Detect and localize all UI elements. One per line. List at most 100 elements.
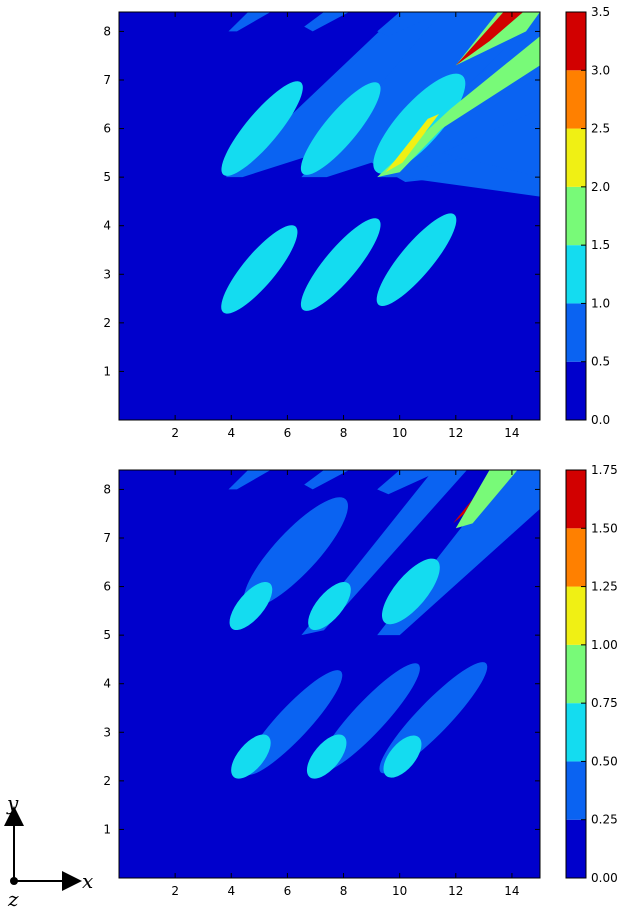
ytick-label-5: 5 bbox=[103, 628, 111, 642]
ytick-label-1: 1 bbox=[103, 364, 111, 378]
region-band-top-1 bbox=[228, 12, 271, 32]
colorbar-bottom-label-5: 1.25 bbox=[591, 580, 618, 594]
region-core-mid-1 bbox=[229, 581, 273, 631]
xtick-label-14: 14 bbox=[504, 884, 519, 898]
colorbar-bottom-segment-2 bbox=[566, 703, 586, 762]
xtick-label-12: 12 bbox=[448, 884, 463, 898]
colorbar-top-label-4: 2.0 bbox=[591, 180, 610, 194]
ytick-label-3: 3 bbox=[103, 725, 111, 739]
ytick-label-7: 7 bbox=[103, 531, 111, 545]
y-axis-glyph: y bbox=[6, 791, 19, 815]
region-band-top-2 bbox=[304, 470, 350, 490]
xtick-label-12: 12 bbox=[448, 426, 463, 440]
xtick-label-8: 8 bbox=[340, 884, 348, 898]
plot-bottom-xaxis: 2 4 6 8 10 12 14 bbox=[171, 470, 520, 898]
colorbar-bottom-label-7: 1.75 bbox=[591, 463, 618, 477]
region-wake-core-3 bbox=[455, 12, 540, 66]
colorbar-bottom-label-1: 0.25 bbox=[591, 813, 618, 827]
region-low-ellipse-2 bbox=[300, 218, 381, 311]
region-core-low-1 bbox=[231, 734, 271, 779]
region-core-low-3 bbox=[383, 735, 422, 778]
ytick-label-2: 2 bbox=[103, 774, 111, 788]
ytick-label-1: 1 bbox=[103, 822, 111, 836]
colorbar-top-label-1: 0.5 bbox=[591, 355, 610, 369]
colorbar-top-segment-1 bbox=[566, 303, 586, 362]
ytick-label-3: 3 bbox=[103, 267, 111, 281]
origin-dot bbox=[10, 877, 18, 885]
colorbar-top-label-7: 3.5 bbox=[591, 5, 610, 19]
xtick-label-6: 6 bbox=[284, 426, 292, 440]
plot-top-frame bbox=[118, 11, 541, 421]
colorbar-bottom-frame bbox=[565, 469, 587, 879]
xtick-label-14: 14 bbox=[504, 426, 519, 440]
region-mid-ellipse-2 bbox=[300, 82, 381, 175]
region-low-ellipse-1 bbox=[221, 225, 298, 314]
xtick-label-8: 8 bbox=[340, 426, 348, 440]
colorbar-top-label-5: 2.5 bbox=[591, 122, 610, 136]
xtick-label-10: 10 bbox=[392, 426, 407, 440]
colorbar-bottom-label-4: 1.00 bbox=[591, 638, 618, 652]
region-core-mid-3 bbox=[381, 558, 440, 625]
ytick-label-4: 4 bbox=[103, 677, 111, 691]
colorbar-top: 0.0 0.5 1.0 1.5 2.0 2.5 3.0 3.5 bbox=[565, 5, 610, 427]
colorbar-top-segment-2 bbox=[566, 245, 586, 304]
colorbar-bottom-label-6: 1.50 bbox=[591, 521, 618, 535]
region-hot-core bbox=[453, 499, 473, 524]
plot-top-yaxis: 1 2 3 4 5 6 7 8 bbox=[103, 24, 540, 378]
colorbar-top-segment-4 bbox=[566, 128, 586, 187]
colorbar-top-label-0: 0.0 bbox=[591, 413, 610, 427]
ytick-label-6: 6 bbox=[103, 580, 111, 594]
xtick-label-4: 4 bbox=[227, 884, 235, 898]
region-mid-ellipse-3 bbox=[373, 73, 466, 174]
ytick-label-6: 6 bbox=[103, 122, 111, 136]
region-band-top-2 bbox=[304, 12, 350, 32]
z-axis-glyph: z bbox=[7, 887, 19, 911]
colorbar-top-label-2: 1.0 bbox=[591, 296, 610, 310]
ytick-label-4: 4 bbox=[103, 219, 111, 233]
xtick-label-2: 2 bbox=[171, 884, 179, 898]
colorbar-top-frame bbox=[565, 11, 587, 421]
plot-bottom-area bbox=[119, 470, 540, 878]
x-axis-glyph: x bbox=[82, 869, 93, 893]
colorbar-top-label-3: 1.5 bbox=[591, 238, 610, 252]
axes-indicator: y x z bbox=[4, 791, 93, 911]
plot-bottom-frame bbox=[118, 469, 541, 879]
plot-bottom-yaxis: 1 2 3 4 5 6 7 8 bbox=[103, 482, 540, 836]
plot-top-xaxis: 2 4 6 8 10 12 14 bbox=[171, 12, 520, 440]
colorbar-bottom-label-2: 0.50 bbox=[591, 754, 618, 768]
region-hot-core bbox=[455, 12, 524, 66]
xtick-label-6: 6 bbox=[284, 884, 292, 898]
colorbar-top-label-6: 3.0 bbox=[591, 63, 610, 77]
ytick-label-8: 8 bbox=[103, 24, 111, 38]
colorbar-top-segment-3 bbox=[566, 186, 586, 246]
region-band-top-1 bbox=[228, 470, 271, 490]
colorbar-bottom-label-3: 0.75 bbox=[591, 696, 618, 710]
colorbar-bottom-segment-6 bbox=[566, 470, 586, 529]
colorbar-bottom: 0.00 0.25 0.50 0.75 1.00 1.25 1.50 1.75 bbox=[565, 463, 618, 885]
colorbar-bottom-label-0: 0.00 bbox=[591, 871, 618, 885]
region-band-mid-1 bbox=[243, 497, 348, 608]
colorbar-top-segment-0 bbox=[566, 361, 586, 420]
region-wake-core-2 bbox=[385, 114, 439, 173]
colorbar-top-segment-6 bbox=[566, 12, 586, 71]
xtick-label-2: 2 bbox=[171, 426, 179, 440]
colorbar-bottom-segment-3 bbox=[566, 644, 586, 704]
plot-top-area bbox=[119, 12, 540, 420]
xtick-label-4: 4 bbox=[227, 426, 235, 440]
colorbar-bottom-segment-5 bbox=[566, 528, 586, 587]
colorbar-bottom-segment-1 bbox=[566, 761, 586, 820]
colorbar-bottom-segment-0 bbox=[566, 819, 586, 878]
region-core-mid-2 bbox=[308, 581, 351, 631]
ytick-label-7: 7 bbox=[103, 73, 111, 87]
region-mid-ellipse-1 bbox=[221, 81, 303, 176]
ytick-label-2: 2 bbox=[103, 316, 111, 330]
region-band-top-3 bbox=[377, 470, 442, 495]
region-core-low-2 bbox=[306, 734, 347, 779]
region-core-top-right bbox=[455, 470, 518, 529]
colorbar-bottom-segment-4 bbox=[566, 586, 586, 645]
xtick-label-10: 10 bbox=[392, 884, 407, 898]
ytick-label-8: 8 bbox=[103, 482, 111, 496]
